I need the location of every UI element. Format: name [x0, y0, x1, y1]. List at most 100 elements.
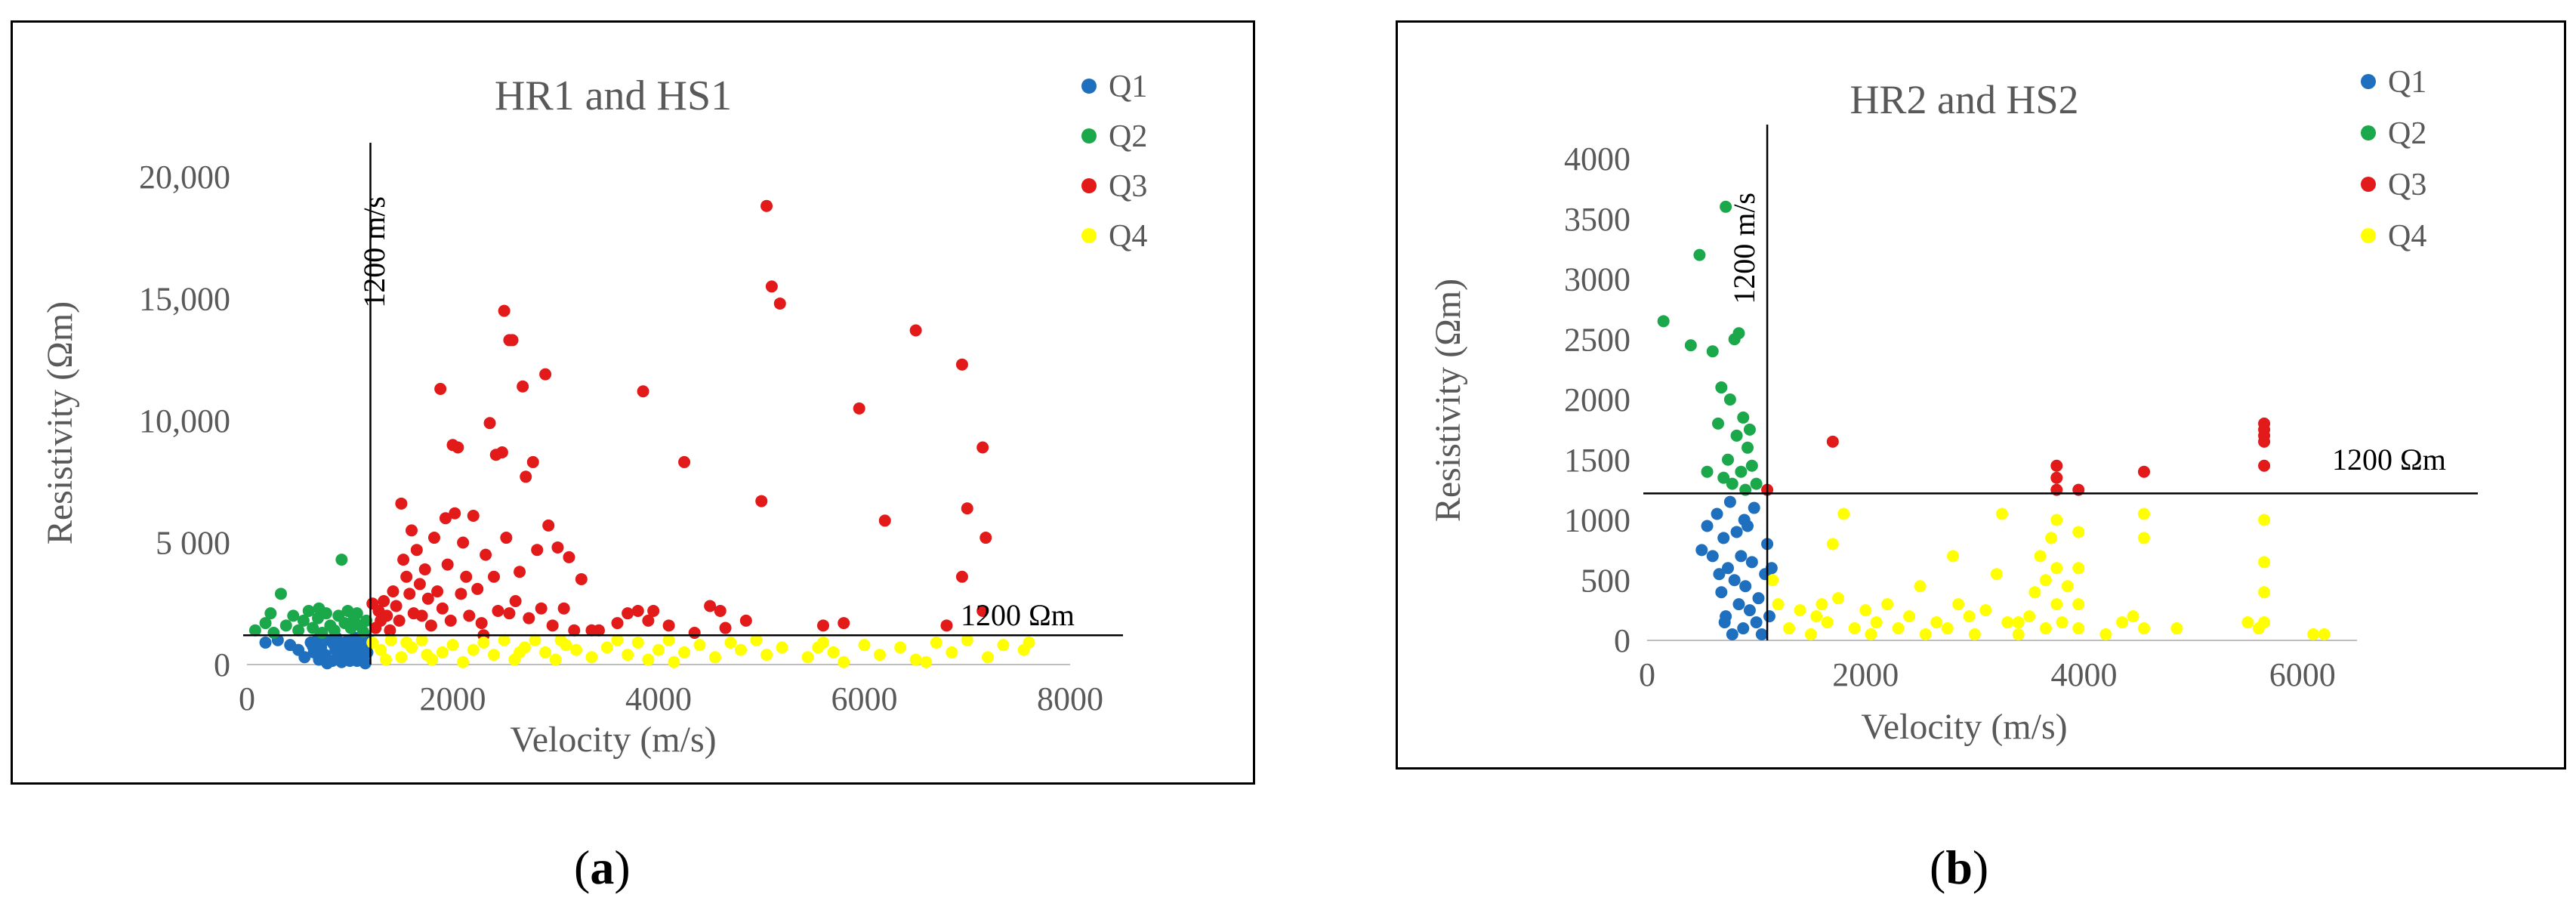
y-axis-label: Resistivity (Ωm) [40, 301, 80, 544]
data-point-q3 [514, 566, 526, 578]
data-point-q3 [535, 602, 548, 615]
threshold-label-resistivity: 1200 Ωm [961, 598, 1075, 632]
data-point-q3 [678, 455, 691, 468]
data-point-q3 [704, 600, 717, 612]
data-point-q3 [760, 199, 773, 212]
data-point-q3 [955, 358, 968, 371]
data-point-q1 [1730, 526, 1743, 538]
data-point-q2 [1735, 465, 1748, 478]
data-point-q4 [2258, 586, 2271, 599]
data-point-q3 [531, 544, 544, 557]
legend-marker-q3 [1081, 178, 1097, 193]
data-point-q1 [1695, 544, 1708, 557]
legend-label-q1: Q1 [2388, 65, 2426, 100]
data-point-q2 [1723, 393, 1736, 406]
x-tick-label: 6000 [831, 680, 898, 717]
data-point-q3 [503, 607, 516, 620]
threshold-label-velocity: 1200 m/s [1727, 193, 1761, 304]
data-point-q4 [1772, 598, 1785, 611]
data-point-q3 [517, 380, 529, 393]
data-point-q3 [637, 385, 649, 398]
data-point-q3 [955, 570, 968, 583]
data-point-q4 [585, 651, 598, 664]
data-point-q4 [1859, 604, 1872, 617]
data-point-q2 [1720, 200, 1732, 213]
x-tick-label: 0 [239, 680, 255, 717]
y-tick-label: 2000 [1564, 381, 1630, 418]
data-point-q1 [1743, 604, 1756, 617]
y-tick-label: 0 [214, 646, 230, 683]
data-point-q4 [2127, 610, 2139, 623]
data-point-q4 [477, 636, 490, 649]
data-point-q1 [344, 655, 356, 668]
legend-marker-q4 [1081, 228, 1097, 243]
legend-marker-q3 [2361, 177, 2376, 192]
data-point-q1 [1701, 520, 1714, 532]
data-point-q4 [457, 655, 470, 668]
y-tick-label: 1000 [1564, 502, 1630, 539]
data-point-q4 [1946, 550, 1959, 563]
data-point-q3 [976, 604, 989, 617]
data-point-q2 [1732, 327, 1745, 340]
data-point-q3 [436, 602, 449, 615]
data-point-q3 [406, 524, 418, 537]
data-point-q3 [520, 470, 532, 483]
y-tick-label: 2500 [1564, 321, 1630, 358]
data-point-q3 [878, 514, 891, 527]
data-point-q3 [853, 402, 865, 415]
data-point-q4 [1941, 622, 1954, 635]
threshold-label-resistivity: 1200 Ωm [2332, 443, 2446, 477]
data-point-q3 [585, 624, 598, 637]
data-point-q4 [2072, 622, 2085, 635]
data-point-q4 [436, 646, 449, 659]
data-point-q4 [415, 634, 428, 646]
legend-label-q2: Q2 [1109, 119, 1147, 154]
data-point-q3 [2258, 435, 2271, 448]
data-point-q3 [378, 595, 390, 608]
data-point-q3 [539, 368, 552, 381]
data-point-q3 [427, 532, 440, 544]
x-tick-label: 6000 [2269, 656, 2336, 693]
data-point-q4 [1914, 580, 1927, 593]
data-point-q3 [551, 541, 564, 554]
data-point-q4 [421, 649, 433, 662]
data-point-q4 [488, 649, 500, 662]
data-point-q3 [739, 614, 752, 627]
data-point-q1 [1728, 574, 1741, 587]
data-point-q1 [1763, 610, 1775, 623]
legend-label-q4: Q4 [1109, 219, 1147, 254]
data-point-q4 [1865, 628, 1877, 641]
legend-marker-q4 [2361, 228, 2376, 243]
data-point-q2 [259, 617, 272, 630]
data-point-q4 [750, 634, 763, 646]
legend-label-q3: Q3 [1109, 169, 1147, 204]
y-tick-label: 10,000 [139, 403, 230, 440]
caption-b: (b) [1930, 841, 1989, 894]
data-point-q4 [2072, 526, 2085, 538]
data-point-q3 [940, 619, 953, 632]
data-point-q3 [498, 304, 511, 317]
data-point-q3 [495, 446, 508, 458]
data-point-q1 [353, 649, 366, 662]
threshold-label-velocity: 1200 m/s [357, 196, 391, 308]
data-point-q3 [817, 619, 829, 632]
data-point-q1 [1738, 514, 1751, 526]
data-point-q2 [344, 622, 357, 634]
data-point-q3 [434, 383, 447, 396]
data-point-q4 [395, 651, 408, 664]
data-point-q3 [961, 502, 973, 515]
data-point-q4 [2138, 532, 2150, 544]
data-point-q4 [678, 646, 691, 659]
chart-b-svg: HR2 and HS2 0 2000 4000 6000 0 500 1000 1500 2000… [1428, 65, 2478, 747]
data-point-q3 [483, 417, 496, 430]
data-point-q3 [662, 619, 675, 632]
data-point-q4 [600, 641, 613, 654]
data-point-q3 [441, 558, 454, 571]
data-point-q4 [2138, 622, 2150, 635]
data-point-q4 [2050, 562, 2063, 575]
data-point-q1 [259, 636, 272, 649]
data-point-q1 [1750, 616, 1763, 629]
y-tick-label: 0 [1614, 622, 1630, 659]
data-point-q4 [946, 646, 958, 659]
data-point-q3 [413, 578, 426, 591]
